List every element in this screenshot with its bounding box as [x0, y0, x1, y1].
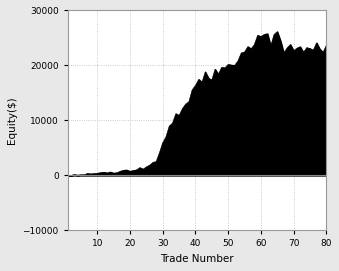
Y-axis label: Equity($): Equity($)	[7, 97, 17, 144]
X-axis label: Trade Number: Trade Number	[160, 254, 234, 264]
